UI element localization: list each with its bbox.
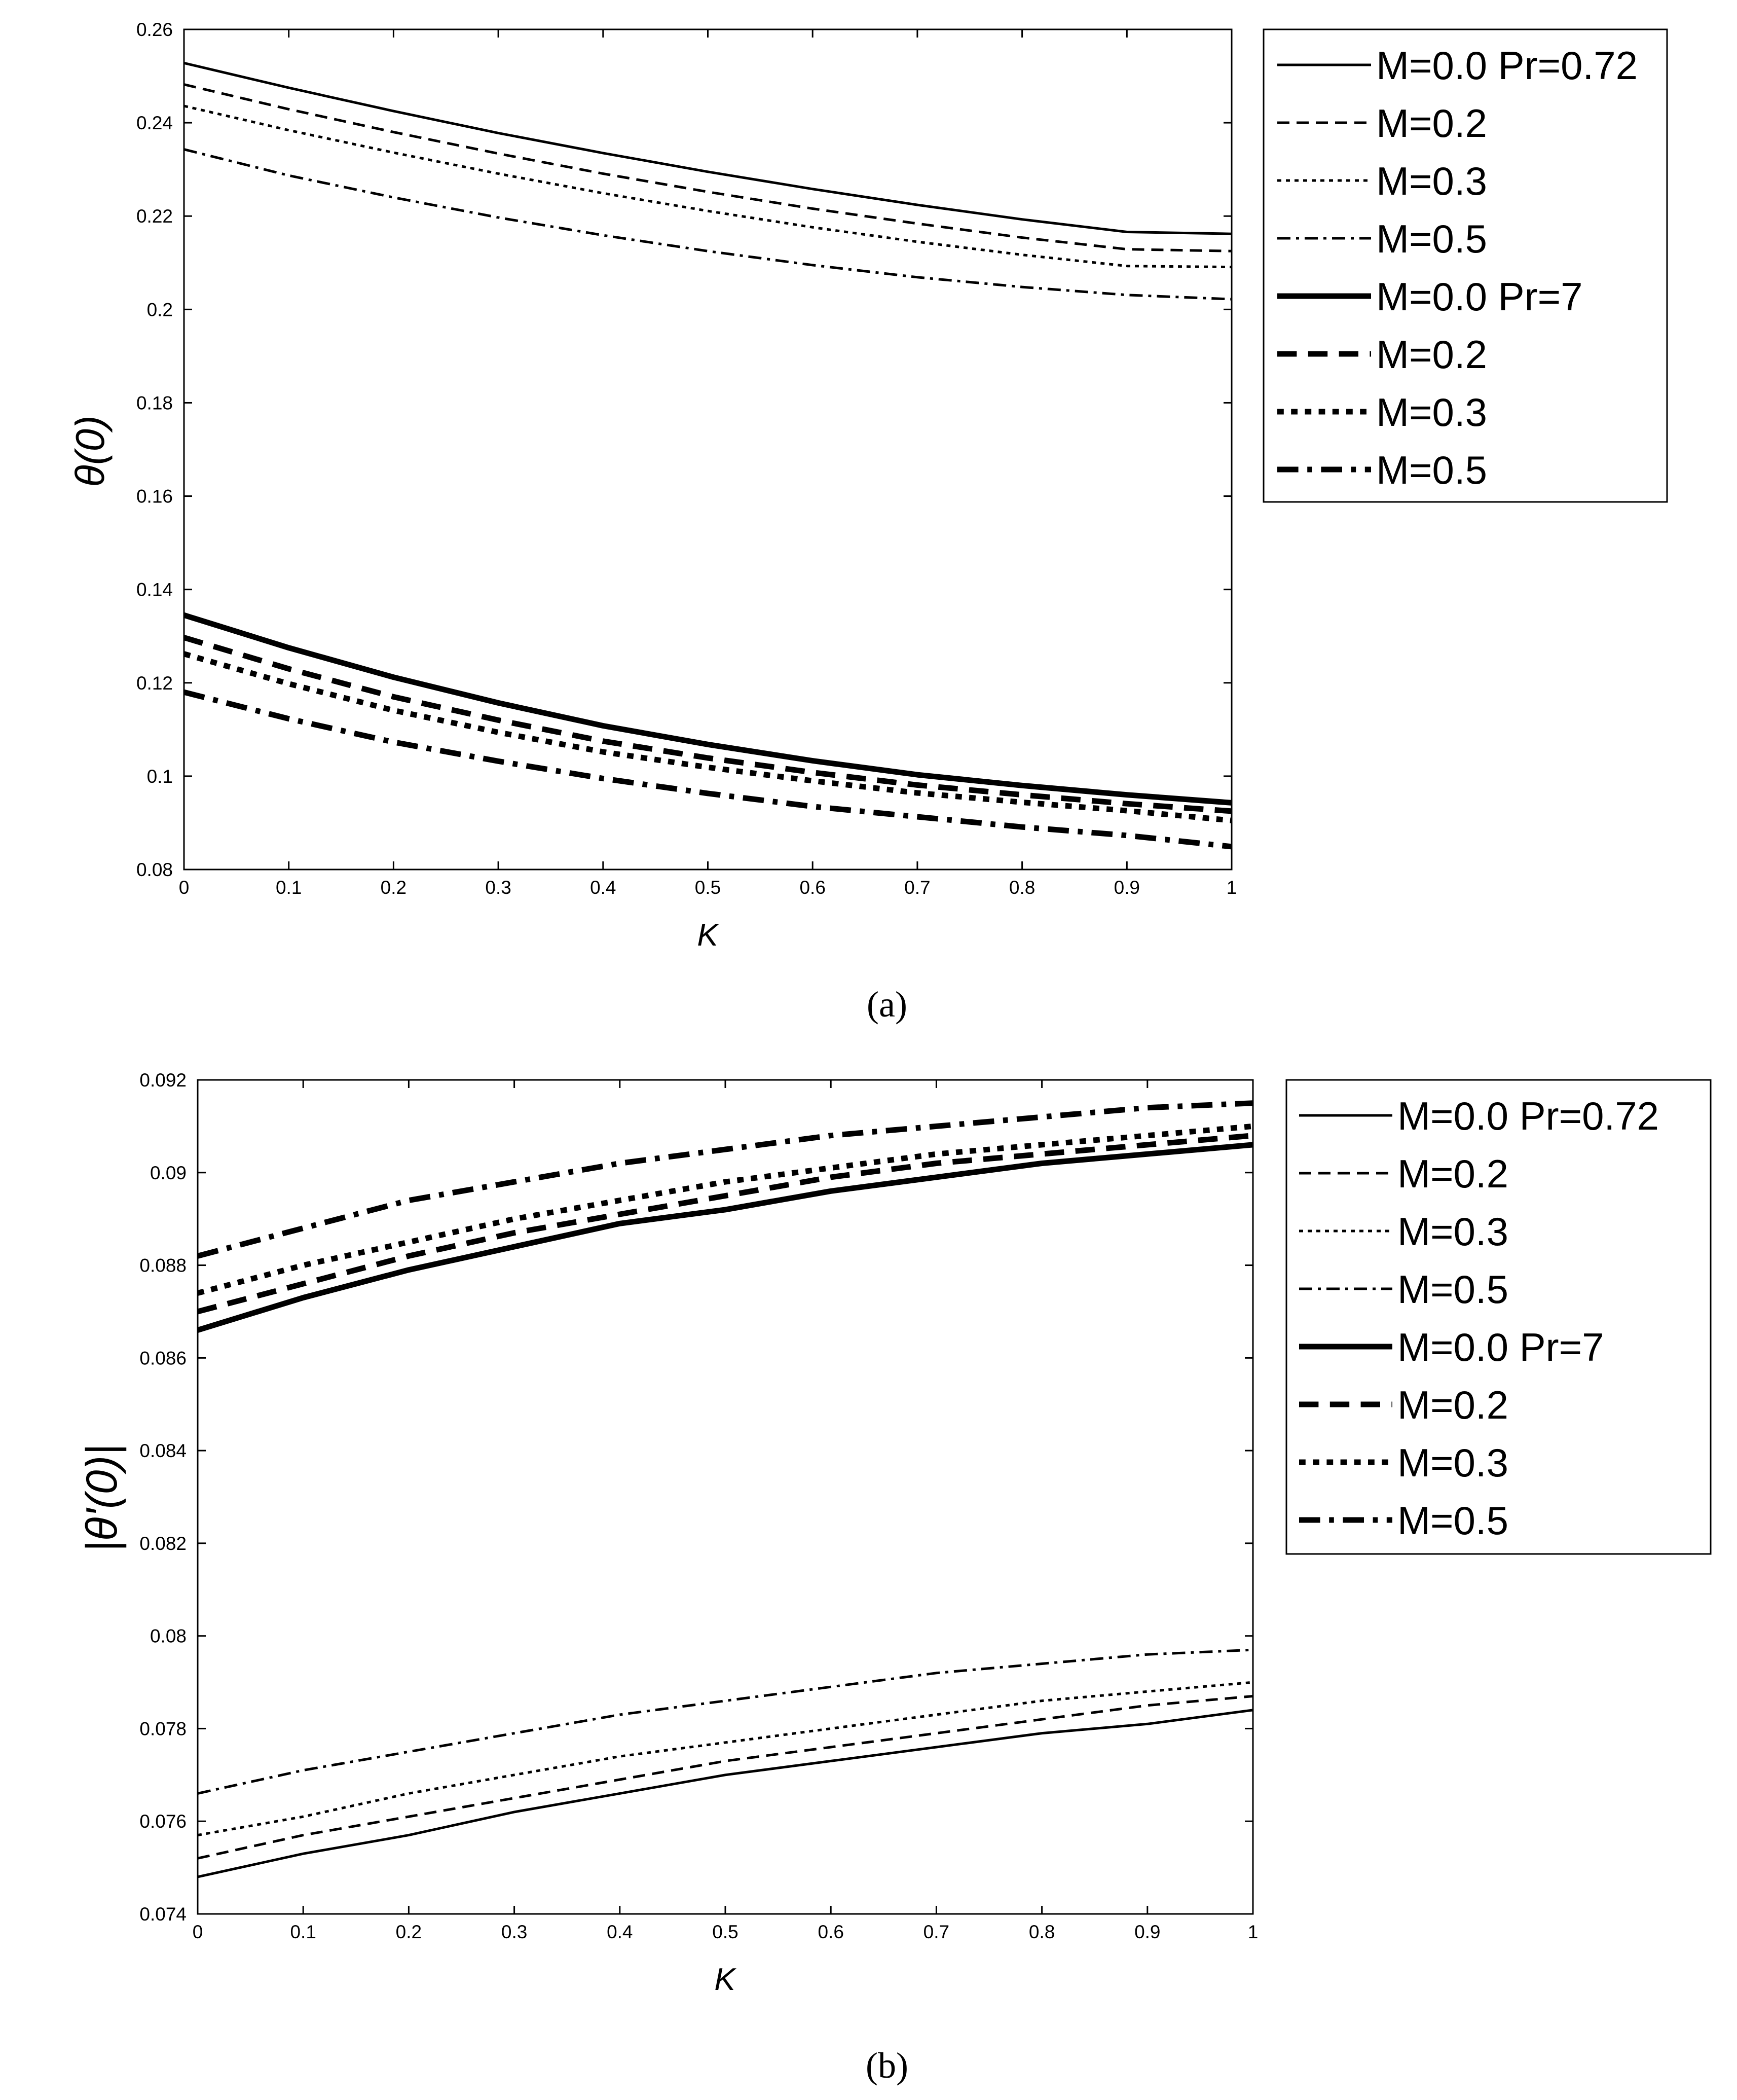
legend-entry-8: M=0.5 bbox=[1397, 1498, 1508, 1543]
x-tick-labels: 0 0.1 0.2 0.3 0.4 0.5 0.6 0.7 0.8 0.9 1 bbox=[193, 1080, 1259, 1942]
series-line-2 bbox=[197, 1695, 1253, 1860]
legend-entry-4: M=0.5 bbox=[1397, 1267, 1508, 1312]
x-axis-label-a: K bbox=[697, 918, 719, 953]
x-tick-label: 0.5 bbox=[695, 877, 721, 898]
y-tick-label: 0.088 bbox=[139, 1255, 187, 1276]
legend-entry-3: M=0.3 bbox=[1397, 1209, 1508, 1254]
legend-entry-8: M=0.5 bbox=[1376, 448, 1487, 492]
legend-box bbox=[1263, 28, 1668, 503]
series-line-7 bbox=[183, 651, 1232, 823]
legend-entry-1: M=0.0 Pr=0.72 bbox=[1397, 1094, 1659, 1138]
x-tick-label: 0 bbox=[193, 1922, 203, 1942]
chart-panel-a: 0 0.1 0.2 0.3 0.4 0.5 0.6 0.7 0.8 0.9 1 0.08 0.1 0.12… bbox=[67, 19, 1668, 1025]
y-tick-label: 0.24 bbox=[136, 113, 173, 133]
x-tick-label: 0.8 bbox=[1009, 877, 1035, 898]
x-tick-label: 0.9 bbox=[1114, 877, 1140, 898]
y-tick-label: 0.2 bbox=[147, 299, 173, 320]
legend-box bbox=[1285, 1079, 1712, 1555]
legend-entry-6: M=0.2 bbox=[1397, 1383, 1508, 1427]
y-tick-labels: 0.074 0.076 0.078 0.08 0.082 0.084 0.086 0.088 0… bbox=[139, 1070, 1253, 1925]
y-tick-label: 0.084 bbox=[139, 1440, 187, 1461]
y-axis-label-a: θ(0) bbox=[67, 415, 113, 487]
plot-area-a: 0 0.1 0.2 0.3 0.4 0.5 0.6 0.7 0.8 0.9 1 0.08 0.1 0.12… bbox=[136, 19, 1237, 898]
series-line-5 bbox=[183, 612, 1232, 806]
y-tick-label: 0.22 bbox=[136, 206, 173, 227]
series-line-8 bbox=[183, 689, 1232, 850]
series-line-7 bbox=[197, 1123, 1253, 1296]
series-lines bbox=[183, 61, 1232, 850]
x-tick-label: 0.5 bbox=[712, 1922, 738, 1942]
series-line-8 bbox=[197, 1100, 1253, 1259]
legend-entry-5: M=0.0 Pr=7 bbox=[1376, 274, 1583, 319]
y-tick-labels: 0.08 0.1 0.12 0.14 0.16 0.18 0.2 0.22 0.24 0.26 bbox=[136, 19, 1232, 880]
y-tick-label: 0.074 bbox=[139, 1904, 187, 1925]
y-tick-label: 0.16 bbox=[136, 486, 173, 507]
x-tick-labels: 0 0.1 0.2 0.3 0.4 0.5 0.6 0.7 0.8 0.9 1 bbox=[179, 29, 1237, 898]
x-tick-label: 0.6 bbox=[818, 1922, 843, 1942]
x-tick-label: 0.2 bbox=[396, 1922, 422, 1942]
y-tick-label: 0.08 bbox=[136, 859, 173, 880]
legend-entry-2: M=0.2 bbox=[1397, 1151, 1508, 1196]
x-tick-label: 0.9 bbox=[1134, 1922, 1160, 1942]
legend-a: M=0.0 Pr=0.72 M=0.2 M=0.3 M=0.5 M=0.0 Pr=7 M=… bbox=[1263, 28, 1668, 503]
y-tick-label: 0.078 bbox=[139, 1718, 187, 1739]
chart-panel-b: 0 0.1 0.2 0.3 0.4 0.5 0.6 0.7 0.8 0.9 10.0740.0760… bbox=[78, 1070, 1712, 2086]
legend-b: M=0.0 Pr=0.72 M=0.2 M=0.3 M=0.5 M=0.0 Pr=7 M=… bbox=[1285, 1079, 1712, 1555]
legend-entry-4: M=0.5 bbox=[1376, 216, 1487, 261]
y-tick-label: 0.08 bbox=[150, 1626, 187, 1647]
x-axis-label-b: K bbox=[714, 1962, 736, 1997]
legend-entry-7: M=0.3 bbox=[1397, 1440, 1508, 1485]
series-lines bbox=[197, 1100, 1253, 1878]
x-tick-label: 1 bbox=[1227, 877, 1237, 898]
x-tick-label: 0.3 bbox=[485, 877, 511, 898]
legend-entry-1: M=0.0 Pr=0.72 bbox=[1376, 43, 1638, 88]
y-tick-label: 0.26 bbox=[136, 19, 173, 40]
y-tick-label: 0.092 bbox=[139, 1070, 187, 1091]
series-line-4 bbox=[183, 148, 1232, 301]
y-tick-label: 0.09 bbox=[150, 1163, 187, 1183]
series-line-1 bbox=[183, 61, 1232, 235]
x-tick-label: 0.1 bbox=[276, 877, 302, 898]
legend-entry-5: M=0.0 Pr=7 bbox=[1397, 1325, 1604, 1369]
x-tick-label: 0.8 bbox=[1029, 1922, 1055, 1942]
series-line-2 bbox=[183, 83, 1232, 252]
legend-entry-3: M=0.3 bbox=[1376, 159, 1487, 203]
series-line-5 bbox=[197, 1142, 1253, 1333]
x-tick-label: 0.4 bbox=[590, 877, 616, 898]
y-tick-label: 0.076 bbox=[139, 1811, 187, 1832]
legend-entry-2: M=0.2 bbox=[1376, 101, 1487, 146]
series-line-1 bbox=[197, 1709, 1253, 1878]
x-tick-label: 0 bbox=[179, 877, 190, 898]
series-line-3 bbox=[183, 104, 1232, 269]
x-tick-label: 0.7 bbox=[923, 1922, 949, 1942]
y-tick-label: 0.1 bbox=[147, 766, 173, 787]
series-line-3 bbox=[197, 1681, 1253, 1837]
axes-frame bbox=[197, 1079, 1254, 1915]
y-tick-label: 0.086 bbox=[139, 1348, 187, 1368]
y-tick-label: 0.082 bbox=[139, 1533, 187, 1554]
panel-label-b: (b) bbox=[866, 2045, 908, 2086]
legend-entry-6: M=0.2 bbox=[1376, 332, 1487, 377]
series-line-6 bbox=[197, 1133, 1253, 1315]
y-tick-label: 0.18 bbox=[136, 392, 173, 413]
series-line-6 bbox=[183, 635, 1232, 814]
y-tick-label: 0.14 bbox=[136, 580, 173, 600]
x-tick-label: 0.2 bbox=[381, 877, 406, 898]
series-line-4 bbox=[197, 1648, 1253, 1795]
x-tick-label: 0.3 bbox=[501, 1922, 527, 1942]
x-tick-label: 0.1 bbox=[290, 1922, 316, 1942]
x-tick-label: 0.4 bbox=[607, 1922, 633, 1942]
x-tick-label: 1 bbox=[1248, 1922, 1259, 1942]
panel-label-a: (a) bbox=[867, 984, 907, 1025]
y-tick-label: 0.12 bbox=[136, 673, 173, 694]
x-tick-label: 0.7 bbox=[904, 877, 930, 898]
legend-entry-7: M=0.3 bbox=[1376, 390, 1487, 435]
x-tick-label: 0.6 bbox=[799, 877, 825, 898]
y-axis-label-b: |θ'(0)| bbox=[78, 1444, 126, 1552]
plot-area-b: 0 0.1 0.2 0.3 0.4 0.5 0.6 0.7 0.8 0.9 10.0740.0760… bbox=[139, 1070, 1258, 1942]
